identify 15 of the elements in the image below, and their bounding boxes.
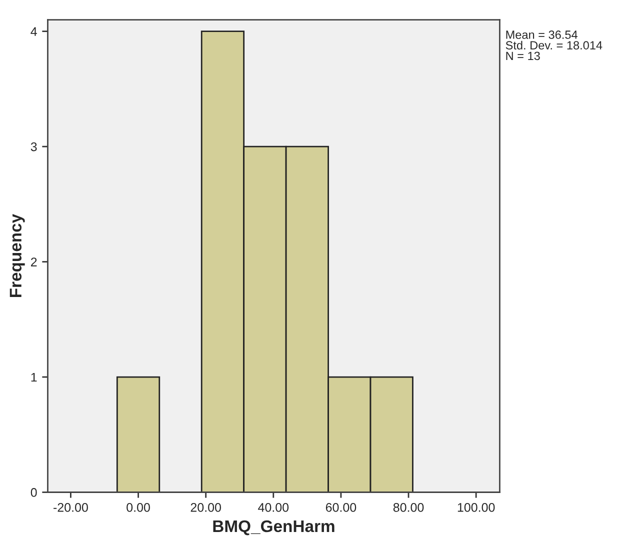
x-tick-label: 20.00 [190, 502, 221, 512]
x-tick-label: -20.00 [54, 502, 88, 512]
y-tick-label: 1 [31, 372, 37, 382]
x-tick-label: 80.00 [393, 502, 424, 512]
y-tick-label: 2 [31, 258, 37, 266]
x-tick-label: 40.00 [258, 502, 289, 512]
y-axis-title: Frequency [10, 214, 25, 298]
text: Mean = 36.54 Std. Dev. = 18.014 N = 13 [506, 30, 602, 60]
x-tick-label: 0.00 [126, 502, 150, 512]
y-tick-label: 0 [30, 488, 37, 497]
x-axis-title: BMQ_GenHarm [213, 520, 334, 536]
y-tick-label: 3 [30, 142, 37, 152]
y-tick-label: 4 [30, 27, 37, 36]
x-tick-label: 100.00 [458, 502, 495, 512]
x-tick-label: 60.00 [326, 502, 356, 512]
